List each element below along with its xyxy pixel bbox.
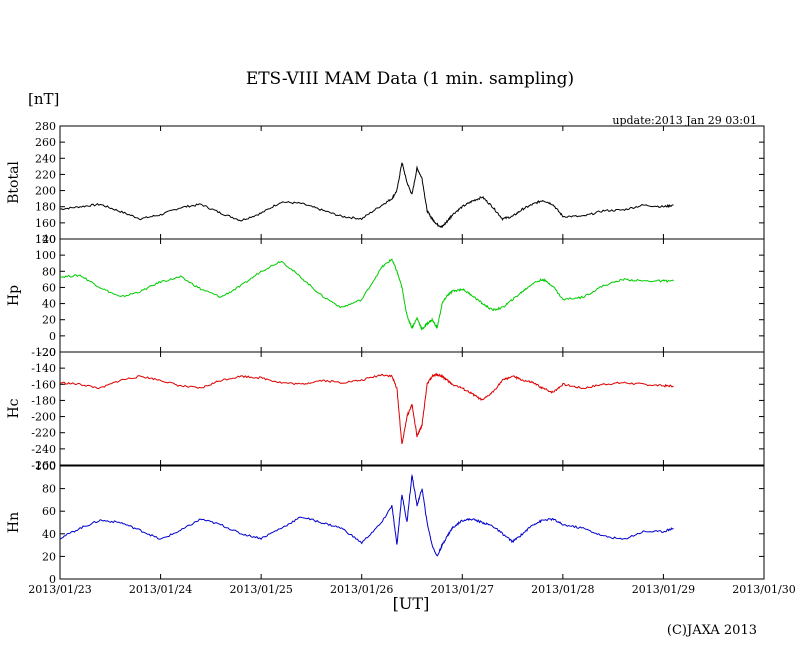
chart-title: ETS-VIII MAM Data (1 min. sampling) [246,69,574,89]
y-tick-label: -180 [31,394,56,407]
y-tick-label: 20 [42,550,56,563]
y-tick-label: 80 [42,265,56,278]
y-axis-label: Hn [6,512,22,533]
y-axis-label: Hp [6,285,22,306]
y-tick-label: 0 [49,330,56,343]
y-tick-label: 280 [35,120,56,133]
x-tick-label: 2013/01/29 [632,583,695,596]
x-tick-label: 2013/01/25 [229,583,292,596]
y-tick-label: -120 [31,346,56,359]
y-tick-label: 100 [35,249,56,262]
panel-frame [59,465,765,580]
panel-btotal: 140 160 180 200 220 240 260 280 Btotal [6,120,765,246]
y-tick-label: -200 [31,411,56,424]
panel-hc: -260 -240 -220 -200 -180 -160 -140 -120 Hc [6,346,765,472]
y-tick-label: -260 [31,459,56,472]
x-axis: 2013/01/23 2013/01/24 2013/01/25 2013/01/26… [28,583,795,596]
update-text: update:2013 Jan 29 03:01 [612,114,757,127]
y-tick-label: 60 [42,281,56,294]
x-tick-label: 2013/01/23 [28,583,91,596]
x-tick-label: 2013/01/30 [732,583,795,596]
y-tick-label: 100 [35,460,56,473]
y-tick-label: 220 [35,168,56,181]
chart-panels: 140160180200220240260280Btotal-200204060… [6,120,765,586]
x-tick-label: 2013/01/26 [330,583,393,596]
y-tick-label: 20 [42,314,56,327]
y-tick-label: 60 [42,505,56,518]
y-axis-label: Hc [6,398,22,418]
panel-hp: -20 0 20 40 60 80 100 120 Hp [6,233,765,359]
y-tick-label: -240 [31,443,56,456]
y-tick-label: 0 [49,573,56,586]
y-tick-label: 40 [42,298,56,311]
x-tick-label: 2013/01/27 [431,583,494,596]
panel-frame [59,238,765,353]
unit-label: [nT] [28,90,59,108]
x-tick-label: 2013/01/24 [129,583,192,596]
y-tick-label: -140 [31,362,56,375]
series-line-btotal [59,162,674,229]
panel-hn: 0 20 40 60 80 100 Hn [6,460,765,586]
y-tick-label: 260 [35,136,56,149]
series-line-hc [59,372,674,445]
y-tick-label: 140 [35,233,56,246]
x-axis-label: [UT] [393,594,430,613]
y-tick-label: 160 [35,217,56,230]
y-tick-label: -20 [38,346,56,359]
y-axis-label: Btotal [6,161,22,204]
y-tick-label: 40 [42,528,56,541]
y-tick-label: 200 [35,185,56,198]
y-tick-label: -220 [31,427,56,440]
x-tick-label: 2013/01/28 [531,583,594,596]
series-line-hp [59,258,674,331]
y-tick-label: 80 [42,483,56,496]
panel-frame [59,125,765,240]
y-tick-label: -160 [31,378,56,391]
series-line-hn [59,473,674,557]
copyright-text: (C)JAXA 2013 [667,623,757,638]
panel-frame [59,351,765,466]
y-tick-label: 180 [35,201,56,214]
y-tick-label: 120 [35,233,56,246]
y-tick-label: 240 [35,152,56,165]
